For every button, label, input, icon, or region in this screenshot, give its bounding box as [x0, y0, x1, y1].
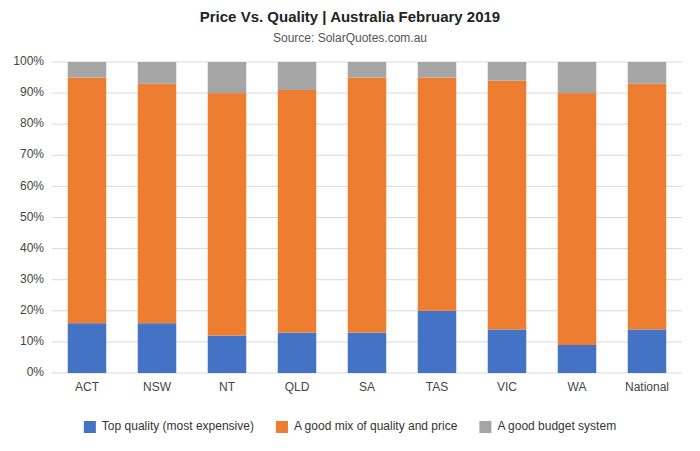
bar-segment: [558, 93, 597, 345]
bar-segment: [68, 323, 107, 373]
y-tick-label: 80%: [20, 116, 44, 130]
bar-segment: [418, 78, 457, 311]
bar-segment: [558, 345, 597, 373]
y-tick-label: 0%: [27, 365, 45, 379]
bar-segment: [558, 62, 597, 93]
x-tick-label: ACT: [75, 380, 100, 394]
bar-segment: [488, 62, 527, 81]
bar-segment: [278, 90, 317, 333]
y-tick-label: 50%: [20, 210, 44, 224]
bar-segment: [68, 78, 107, 324]
bar-segment: [418, 62, 457, 78]
bar-segment: [68, 62, 107, 78]
bar-segment: [348, 62, 387, 78]
y-tick-label: 30%: [20, 272, 44, 286]
bar-segment: [348, 78, 387, 333]
y-tick-label: 70%: [20, 147, 44, 161]
y-tick-label: 40%: [20, 241, 44, 255]
legend-swatch: [479, 421, 491, 433]
legend-label: Top quality (most expensive): [102, 419, 254, 433]
bar-segment: [138, 62, 177, 84]
legend-item: A good mix of quality and price: [276, 419, 458, 433]
x-tick-label: WA: [568, 380, 587, 394]
legend-item: A good budget system: [479, 419, 616, 433]
chart: Price Vs. Quality | Australia February 2…: [0, 0, 700, 451]
legend-swatch: [276, 421, 288, 433]
bar-segment: [488, 81, 527, 330]
x-tick-label: NT: [219, 380, 236, 394]
bar-segment: [628, 84, 667, 330]
title: Price Vs. Quality | Australia February 2…: [200, 8, 500, 25]
legend: Top quality (most expensive) A good mix o…: [84, 419, 616, 433]
y-tick-label: 90%: [20, 85, 44, 99]
bar-segment: [348, 333, 387, 373]
x-tick-label: NSW: [143, 380, 172, 394]
bar-segment: [628, 329, 667, 373]
bar-segment: [418, 311, 457, 373]
y-tick-label: 100%: [13, 54, 44, 68]
legend-item: Top quality (most expensive): [84, 419, 254, 433]
bars: [68, 62, 667, 373]
bar-segment: [278, 333, 317, 373]
subtitle: Source: SolarQuotes.com.au: [273, 31, 427, 45]
bar-segment: [208, 93, 247, 336]
y-tick-label: 10%: [20, 334, 44, 348]
y-tick-label: 60%: [20, 179, 44, 193]
bar-segment: [208, 62, 247, 93]
legend-swatch: [84, 421, 96, 433]
x-axis: ACT NSW NT QLD SA TAS VIC WA National: [75, 380, 669, 394]
x-tick-label: QLD: [285, 380, 310, 394]
bar-segment: [278, 62, 317, 90]
x-tick-label: SA: [359, 380, 375, 394]
bar-segment: [488, 329, 527, 373]
bar-segment: [208, 336, 247, 373]
legend-label: A good budget system: [497, 419, 616, 433]
bar-segment: [628, 62, 667, 84]
y-axis: 0% 10% 20% 30% 40% 50% 60% 70% 80% 90% 100%: [13, 54, 682, 379]
x-tick-label: TAS: [426, 380, 448, 394]
bar-segment: [138, 84, 177, 323]
legend-label: A good mix of quality and price: [294, 419, 458, 433]
y-tick-label: 20%: [20, 303, 44, 317]
bar-segment: [138, 323, 177, 373]
x-tick-label: VIC: [497, 380, 517, 394]
x-tick-label: National: [625, 380, 669, 394]
